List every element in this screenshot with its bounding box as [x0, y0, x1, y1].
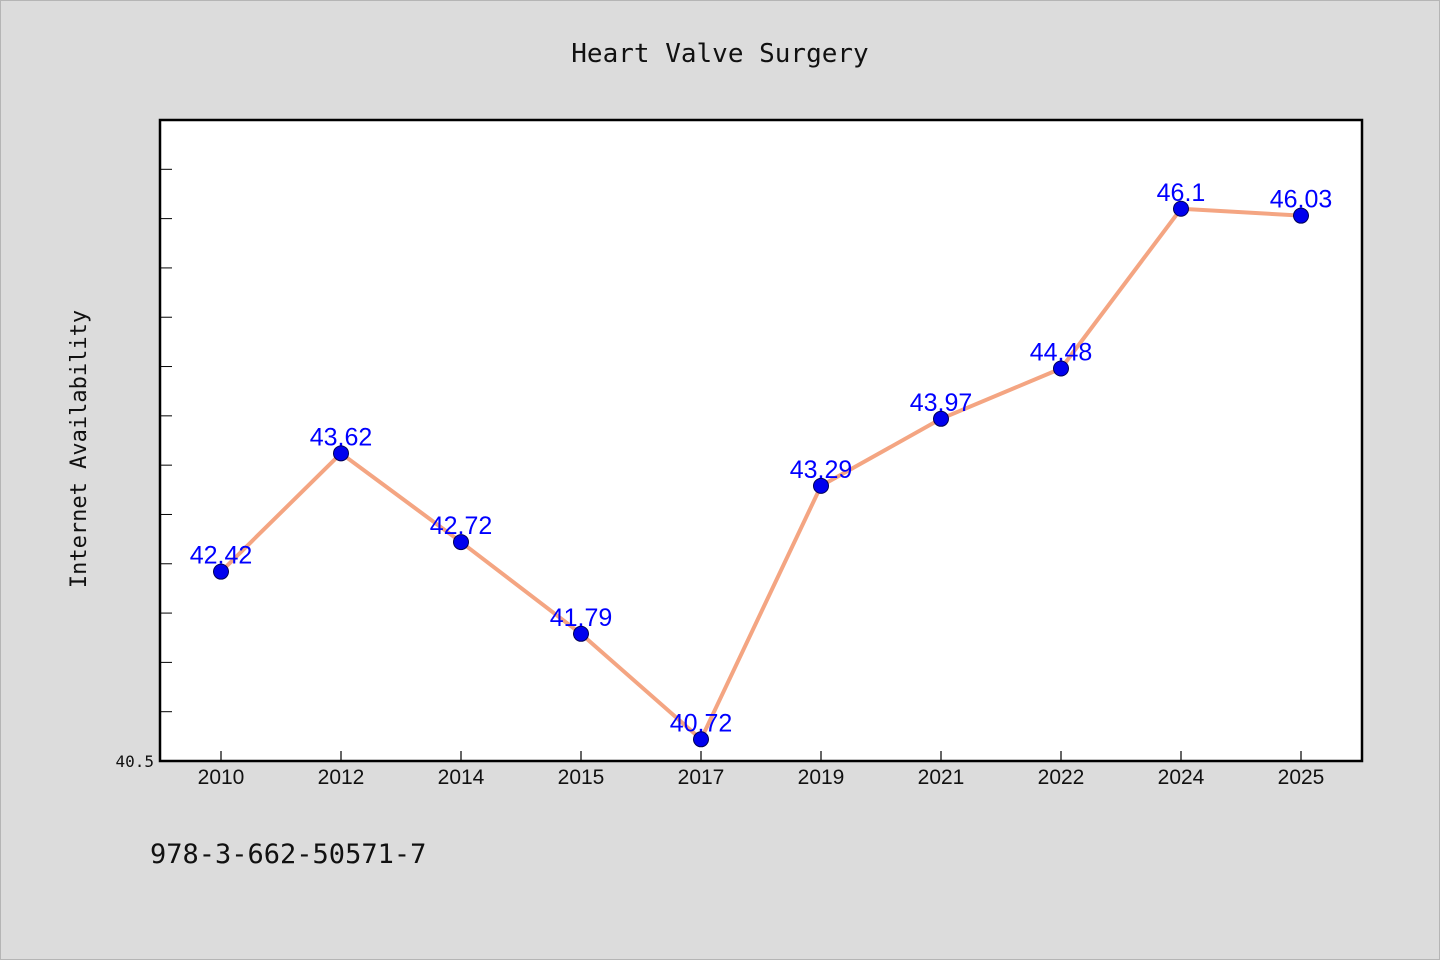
- data-point: [1053, 360, 1069, 377]
- data-point: [813, 477, 829, 494]
- x-tick-label: 2017: [678, 766, 725, 789]
- data-point: [1293, 207, 1309, 224]
- data-label: 43.29: [790, 456, 853, 484]
- x-axis: 2010 2012 2014 2015 2017 2019 2021 2022 2024 2025: [198, 751, 1325, 789]
- chart-title: Heart Valve Surgery: [571, 39, 868, 69]
- data-label: 46.1: [1157, 179, 1206, 207]
- x-tick-label: 2025: [1278, 766, 1325, 789]
- data-point: [573, 625, 589, 642]
- data-point: [933, 410, 949, 427]
- x-tick-label: 2010: [198, 766, 245, 789]
- data-label: 44.48: [1030, 339, 1093, 367]
- series-line-group: 42.42 43.62 42.72 41.79 40.72 43.29 43.97 44.48…: [190, 179, 1333, 748]
- x-tick-label: 2014: [438, 766, 485, 789]
- x-tick-label: 2015: [558, 766, 605, 789]
- data-point: [1173, 200, 1189, 217]
- data-point: [453, 534, 469, 551]
- data-point: [213, 563, 229, 580]
- data-label: 46.03: [1270, 186, 1333, 214]
- x-tick-label: 2019: [798, 766, 845, 789]
- y-axis-ticks: [160, 119, 172, 762]
- x-tick-label: 2012: [318, 766, 365, 789]
- data-label: 42.42: [190, 542, 253, 570]
- y-tick-label: 40.5: [115, 752, 154, 771]
- y-axis-label: Internet Availability: [67, 310, 92, 588]
- data-point: [333, 445, 349, 462]
- data-point: [693, 731, 709, 748]
- x-tick-label: 2024: [1158, 766, 1205, 789]
- x-tick-label: 2022: [1038, 766, 1085, 789]
- data-label: 40.72: [670, 709, 733, 737]
- series-line: [219, 206, 1302, 742]
- isbn-footer: 978-3-662-50571-7: [150, 839, 426, 870]
- data-label: 42.72: [430, 512, 493, 540]
- data-label: 43.62: [310, 423, 373, 451]
- data-label: 43.97: [910, 389, 973, 417]
- plot-area: [158, 118, 1364, 763]
- x-tick-label: 2021: [918, 766, 965, 789]
- data-label: 41.79: [550, 604, 613, 632]
